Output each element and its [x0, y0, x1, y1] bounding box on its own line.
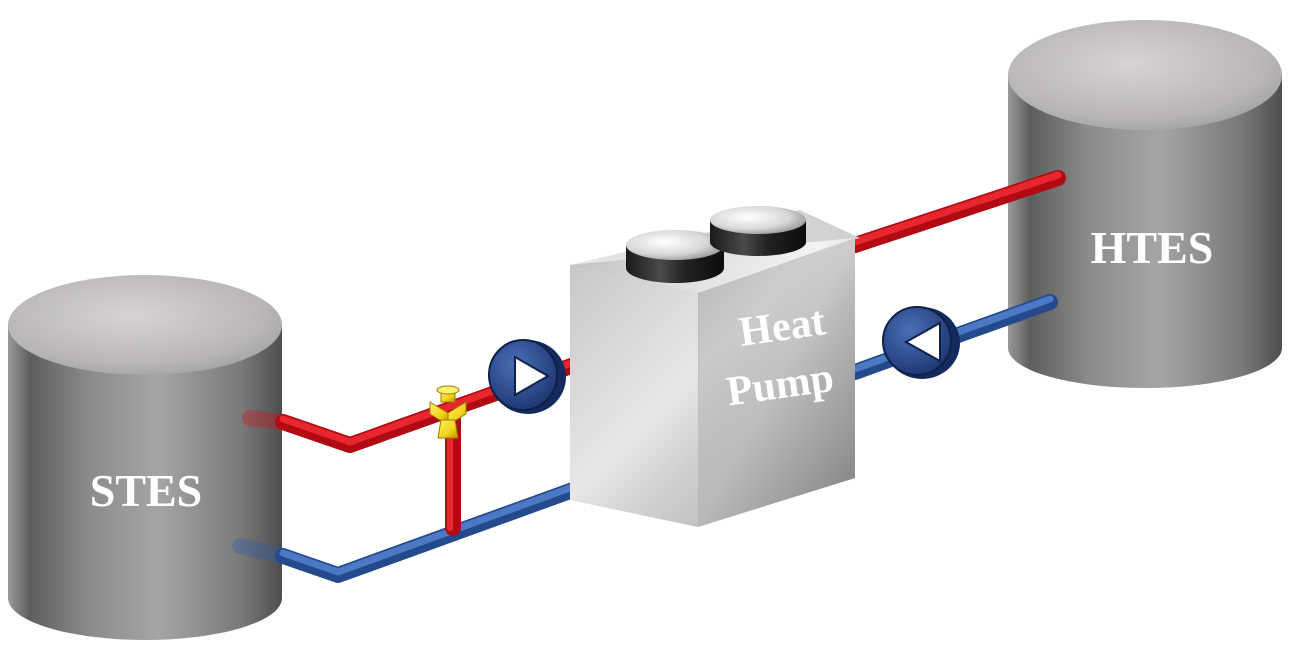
fan-right: [710, 206, 806, 256]
pump-htes-side: [882, 306, 960, 379]
fan-left: [626, 230, 724, 283]
heat-pump-side-face: [698, 238, 855, 527]
pump-stes-side: [488, 339, 566, 414]
pump-direction-arrow: [514, 355, 551, 397]
stes-label: STES: [90, 465, 203, 516]
htes-tank: [1008, 20, 1282, 388]
heat-pump-unit: [570, 206, 860, 527]
stes-tank: [8, 275, 282, 640]
pump-direction-arrow: [903, 321, 941, 363]
three-way-valve: [429, 385, 467, 439]
htes-label: HTES: [1091, 222, 1214, 273]
